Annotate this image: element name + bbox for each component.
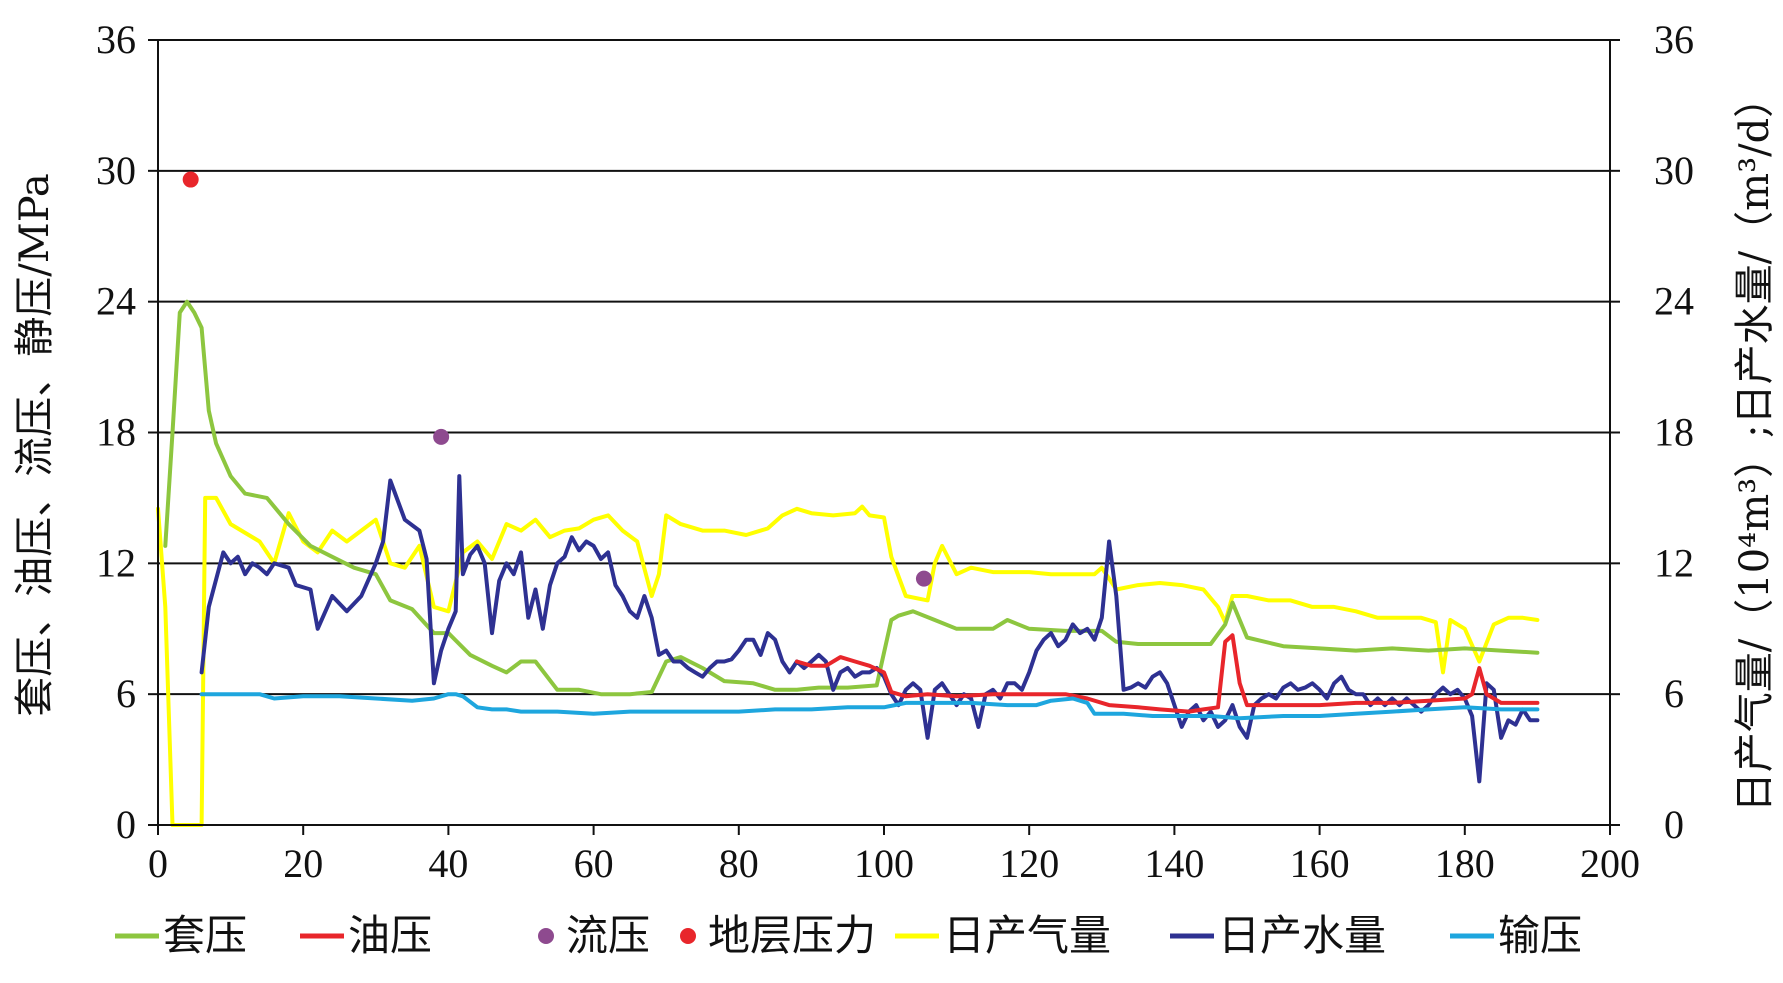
x-tick-label: 100 bbox=[854, 841, 914, 886]
x-tick-label: 80 bbox=[719, 841, 759, 886]
y-left-tick-label: 18 bbox=[96, 410, 136, 455]
y-right-tick-label: 6 bbox=[1664, 671, 1684, 716]
y-left-tick-label: 6 bbox=[116, 671, 136, 716]
series-line-0 bbox=[163, 299, 1540, 697]
x-axis-ticks: 0 20 40 60 80 100 120 140 160 180 200 bbox=[148, 825, 1640, 886]
y-left-tick-label: 24 bbox=[96, 279, 136, 324]
y-right-tick-label: 24 bbox=[1654, 279, 1694, 324]
y-axis-right-title: 日产气量/（10⁴m³）;日产水量/（m³/d） bbox=[1732, 78, 1778, 812]
y-left-tick-label: 36 bbox=[96, 17, 136, 62]
legend-swatch bbox=[538, 928, 554, 944]
y-axis-left-title: 套压、油压、流压、静压/MPa bbox=[12, 173, 58, 716]
y-right-tick-label: 18 bbox=[1654, 410, 1694, 455]
series-point-2 bbox=[433, 428, 450, 445]
series-line-6 bbox=[199, 692, 1540, 721]
marker-layer bbox=[182, 171, 932, 587]
x-tick-label: 180 bbox=[1435, 841, 1495, 886]
y-right-tick-label: 36 bbox=[1654, 17, 1694, 62]
y-left-tick-label: 30 bbox=[96, 148, 136, 193]
series-point-2 bbox=[915, 570, 932, 587]
legend-label: 日产气量 bbox=[943, 911, 1111, 960]
x-tick-label: 60 bbox=[574, 841, 614, 886]
legend-label: 输压 bbox=[1498, 911, 1582, 960]
series-line-1 bbox=[794, 633, 1540, 714]
x-tick-label: 20 bbox=[283, 841, 323, 886]
x-tick-label: 120 bbox=[999, 841, 1059, 886]
y-axis-right-ticks: 0 6 12 18 24 30 36 bbox=[1610, 17, 1694, 847]
x-tick-label: 200 bbox=[1580, 841, 1640, 886]
y-right-tick-label: 30 bbox=[1654, 148, 1694, 193]
y-axis-left-ticks: 0 6 12 18 24 30 36 bbox=[96, 17, 158, 847]
y-right-tick-label: 12 bbox=[1654, 540, 1694, 585]
series-layer bbox=[156, 299, 1540, 827]
series-line-5 bbox=[199, 474, 1540, 784]
y-right-tick-label: 0 bbox=[1664, 802, 1684, 847]
legend: 套压 油压 流压 地层压力 日产气量 日产水量 输压 bbox=[115, 911, 1582, 960]
legend-swatch bbox=[680, 928, 696, 944]
legend-label: 日产水量 bbox=[1218, 911, 1386, 960]
x-tick-label: 160 bbox=[1290, 841, 1350, 886]
series-line-4 bbox=[156, 495, 1540, 827]
legend-label: 地层压力 bbox=[708, 911, 876, 960]
x-tick-label: 140 bbox=[1144, 841, 1204, 886]
x-tick-label: 40 bbox=[428, 841, 468, 886]
y-left-tick-label: 0 bbox=[116, 802, 136, 847]
legend-label: 油压 bbox=[348, 911, 432, 960]
legend-label: 套压 bbox=[163, 911, 247, 960]
legend-label: 流压 bbox=[566, 911, 650, 960]
y-left-tick-label: 12 bbox=[96, 540, 136, 585]
series-point-3 bbox=[182, 171, 199, 188]
x-tick-label: 0 bbox=[148, 841, 168, 886]
